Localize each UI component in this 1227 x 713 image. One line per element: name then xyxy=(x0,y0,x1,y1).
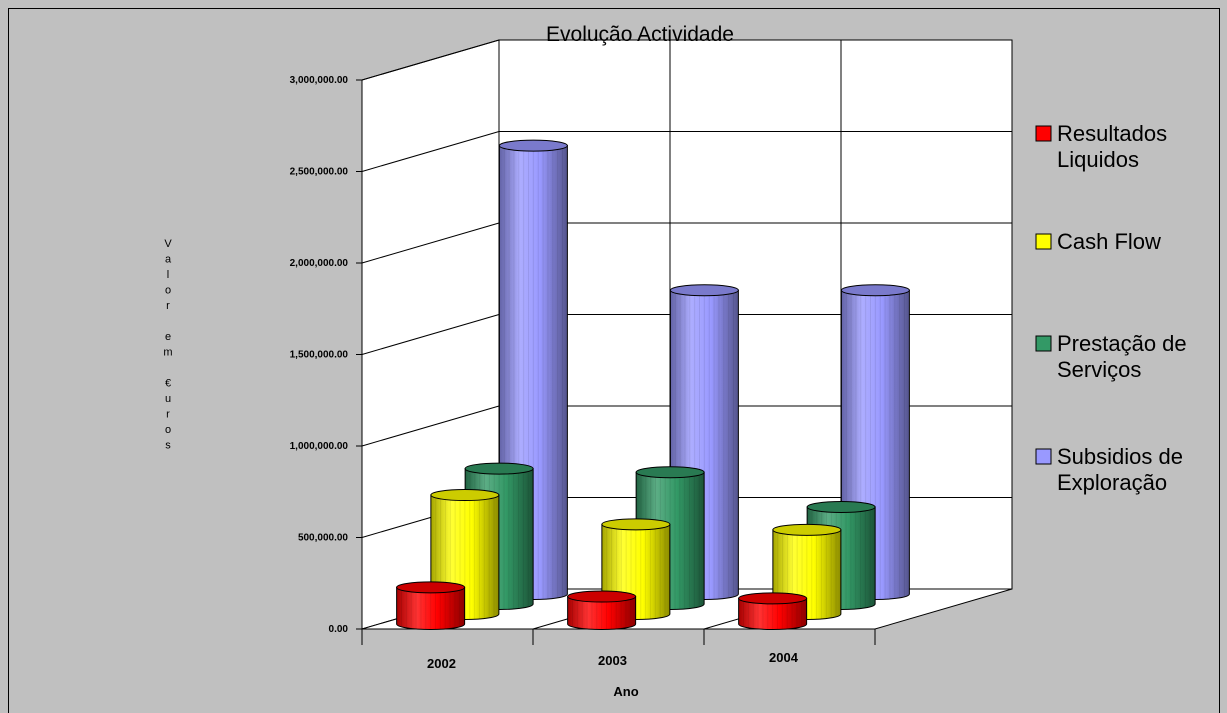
chart-border xyxy=(8,8,1220,713)
y-tick-label: 1,000,000.00 xyxy=(290,441,349,452)
bar-top xyxy=(738,592,808,605)
legend-label: Subsidios de Exploração xyxy=(1057,444,1183,495)
legend-swatch xyxy=(1035,233,1052,250)
legend-swatch xyxy=(1035,448,1052,465)
legend-item: Resultados Liquidos xyxy=(1035,121,1167,172)
x-tick-label: 2003 xyxy=(598,653,627,668)
gridline-side xyxy=(361,405,500,447)
gridline-side xyxy=(361,222,500,264)
x-tick-label: 2002 xyxy=(427,656,456,671)
legend-swatch xyxy=(1035,335,1052,352)
legend-item: Prestação de Serviços xyxy=(1035,331,1187,382)
x-axis-label: Ano xyxy=(613,684,638,699)
bar-top xyxy=(396,581,466,594)
legend-label: Prestação de Serviços xyxy=(1057,331,1187,382)
legend-item: Cash Flow xyxy=(1035,229,1161,254)
legend-swatch xyxy=(1035,125,1052,142)
x-tick-label: 2004 xyxy=(769,650,799,665)
bar-top xyxy=(840,284,910,297)
y-tick-label: 2,000,000.00 xyxy=(290,258,349,269)
bar-top xyxy=(430,489,500,502)
bar-resultados-liquidos-2002 xyxy=(396,581,466,630)
bar-top xyxy=(601,518,671,531)
bar-resultados-liquidos-2003 xyxy=(567,590,637,630)
legend-item: Subsidios de Exploração xyxy=(1035,444,1183,495)
bar-body xyxy=(396,586,466,630)
bar-top xyxy=(806,501,876,514)
y-tick-label: 1,500,000.00 xyxy=(290,350,349,361)
bar-top xyxy=(567,590,637,603)
bar-body xyxy=(567,596,637,630)
y-tick-label: 500,000.00 xyxy=(298,533,348,544)
bar-resultados-liquidos-2004 xyxy=(738,592,808,630)
bar-top xyxy=(498,139,568,152)
legend-label: Resultados Liquidos xyxy=(1057,121,1167,172)
bar-top xyxy=(635,466,705,479)
gridline-side xyxy=(361,131,500,172)
gridline-side xyxy=(361,39,500,81)
bar-top xyxy=(669,284,739,297)
legend-label: Cash Flow xyxy=(1057,229,1161,254)
y-tick-label: 0.00 xyxy=(329,624,349,635)
y-tick-label: 2,500,000.00 xyxy=(290,167,349,178)
bar-top xyxy=(772,523,842,536)
chart-title: Evolução Actividade xyxy=(546,23,734,46)
gridline-side xyxy=(361,314,500,355)
bar-body xyxy=(738,597,808,630)
bar-top xyxy=(464,462,534,475)
y-tick-label: 3,000,000.00 xyxy=(290,75,349,86)
